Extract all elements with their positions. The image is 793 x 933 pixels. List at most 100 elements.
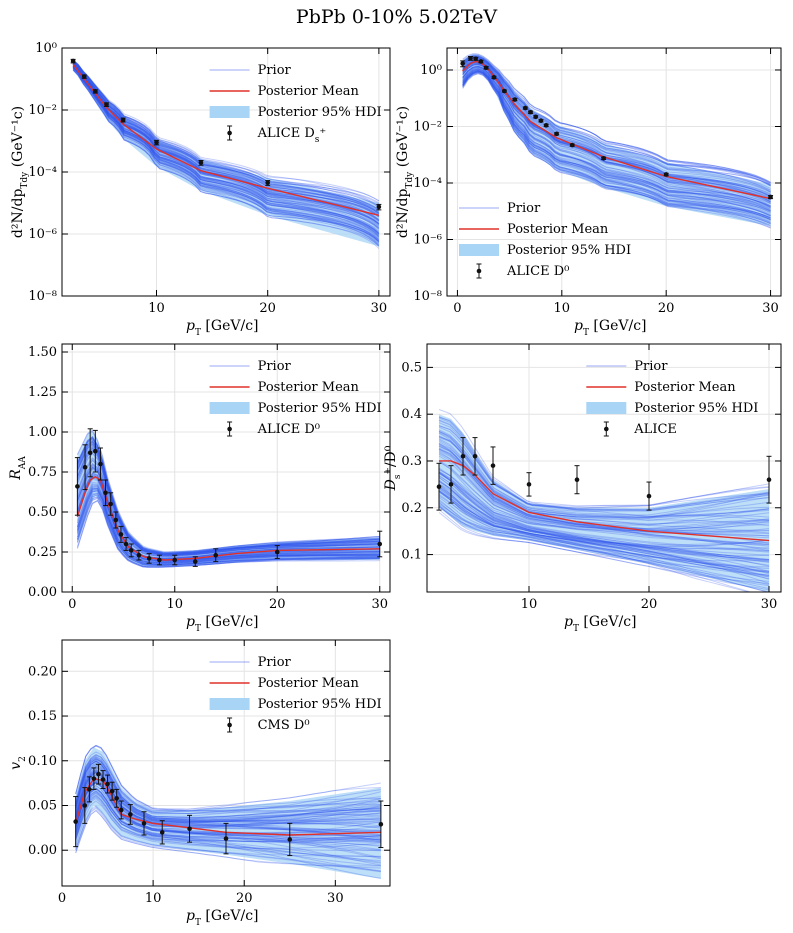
prior-curve bbox=[72, 68, 380, 241]
prior-curve bbox=[75, 792, 381, 839]
prior-curve bbox=[75, 781, 381, 851]
prior-curve bbox=[75, 772, 381, 823]
data-point bbox=[522, 105, 528, 111]
posterior-mean-line bbox=[439, 460, 770, 542]
chart-ds-d0-ratio: 10 20 30 0.1 0.2 0.3 0.4 0.5 pT [GeV/c] Ds⁺/D⁰ Pri… bbox=[383, 343, 782, 634]
data-point bbox=[123, 541, 129, 547]
prior-curve bbox=[76, 471, 380, 562]
y-tick-label: 1.00 bbox=[28, 425, 57, 440]
prior-curve bbox=[75, 770, 381, 827]
prior-curve bbox=[76, 496, 380, 568]
prior-curve bbox=[75, 795, 381, 864]
prior-curve bbox=[462, 57, 771, 187]
x-tick-label: 30 bbox=[762, 301, 779, 316]
prior-curve bbox=[462, 56, 771, 186]
prior-curve bbox=[75, 772, 381, 824]
data-point bbox=[87, 787, 92, 792]
data-point bbox=[136, 552, 142, 558]
data-point bbox=[105, 781, 110, 787]
prior-curve bbox=[462, 55, 771, 185]
prior-curve bbox=[438, 432, 770, 521]
y-axis-label: RAA bbox=[8, 456, 28, 481]
prior-curve bbox=[75, 784, 381, 844]
prior-curve bbox=[462, 65, 771, 207]
x-tick-label: 30 bbox=[327, 891, 344, 906]
prior-curve bbox=[76, 500, 380, 568]
prior-curve bbox=[438, 481, 770, 560]
legend-label: ALICE Ds⁺ bbox=[257, 126, 327, 145]
prior-curve bbox=[462, 56, 771, 192]
prior-curve bbox=[438, 472, 770, 576]
prior-curve bbox=[438, 509, 770, 591]
prior-curve bbox=[76, 442, 380, 556]
prior-curve bbox=[72, 65, 380, 225]
data-point bbox=[376, 204, 382, 210]
prior-curve bbox=[462, 70, 771, 213]
prior-curve bbox=[72, 65, 380, 234]
prior-curve bbox=[75, 785, 382, 860]
prior-curve bbox=[75, 789, 381, 836]
prior-curve bbox=[75, 760, 381, 833]
data-point bbox=[502, 88, 507, 94]
prior-curve bbox=[76, 487, 380, 564]
prior-curve bbox=[76, 440, 380, 556]
prior-curve bbox=[438, 438, 770, 546]
data-point bbox=[472, 454, 478, 459]
prior-curve bbox=[76, 449, 380, 555]
prior-curve bbox=[76, 493, 380, 566]
data-point bbox=[543, 123, 549, 128]
prior-curve bbox=[76, 446, 380, 556]
prior-curve bbox=[462, 67, 771, 207]
data-point bbox=[104, 102, 109, 107]
data-point bbox=[448, 482, 454, 487]
prior-curve bbox=[75, 754, 381, 813]
prior-curve bbox=[75, 809, 381, 867]
y-tick-label: 0.1 bbox=[401, 548, 422, 563]
prior-curve bbox=[462, 66, 771, 205]
prior-curve bbox=[72, 69, 380, 245]
prior-curve bbox=[438, 409, 770, 517]
prior-curve bbox=[75, 779, 381, 829]
x-tick-label: 20 bbox=[658, 301, 675, 316]
prior-curve bbox=[462, 63, 771, 211]
y-tick-label: 0.25 bbox=[28, 545, 57, 560]
prior-curve bbox=[76, 483, 380, 564]
prior-curve bbox=[76, 492, 380, 566]
legend-hdi-swatch bbox=[209, 698, 250, 710]
data-point bbox=[157, 557, 162, 563]
prior-curve bbox=[76, 481, 380, 564]
prior-curve bbox=[438, 432, 770, 534]
prior-curve bbox=[75, 781, 381, 841]
prior-curve bbox=[75, 788, 381, 862]
prior-curve bbox=[76, 497, 380, 568]
prior-curve bbox=[72, 59, 380, 207]
prior-curve bbox=[72, 59, 380, 220]
prior-curve bbox=[462, 62, 771, 198]
data-point bbox=[491, 75, 497, 80]
prior-curve bbox=[438, 489, 770, 592]
y-tick-label: 10⁻⁸ bbox=[28, 289, 57, 304]
prior-curve bbox=[462, 68, 771, 215]
prior-curve bbox=[75, 768, 381, 827]
prior-curve bbox=[462, 57, 771, 197]
hdi-band bbox=[73, 59, 379, 247]
prior-curve bbox=[76, 436, 380, 554]
data-point bbox=[103, 490, 108, 496]
x-tick-label: 0 bbox=[58, 891, 66, 906]
prior-curve bbox=[438, 467, 770, 561]
prior-curve bbox=[462, 62, 771, 207]
prior-curve bbox=[438, 485, 770, 566]
prior-curve bbox=[438, 472, 770, 589]
prior-curve bbox=[462, 57, 771, 193]
prior-curve bbox=[438, 486, 770, 572]
legend: Prior Posterior Mean Posterior 95% HDI ALIC… bbox=[209, 359, 382, 437]
x-axis-label: pT [GeV/c] bbox=[186, 318, 259, 338]
prior-curve bbox=[72, 67, 380, 237]
prior-curve bbox=[462, 70, 771, 225]
prior-curve bbox=[462, 57, 771, 193]
prior-curve bbox=[76, 490, 380, 565]
data-point bbox=[483, 65, 489, 71]
x-tick-label: 20 bbox=[259, 301, 276, 316]
prior-curve bbox=[76, 441, 380, 556]
prior-curve bbox=[72, 66, 380, 246]
